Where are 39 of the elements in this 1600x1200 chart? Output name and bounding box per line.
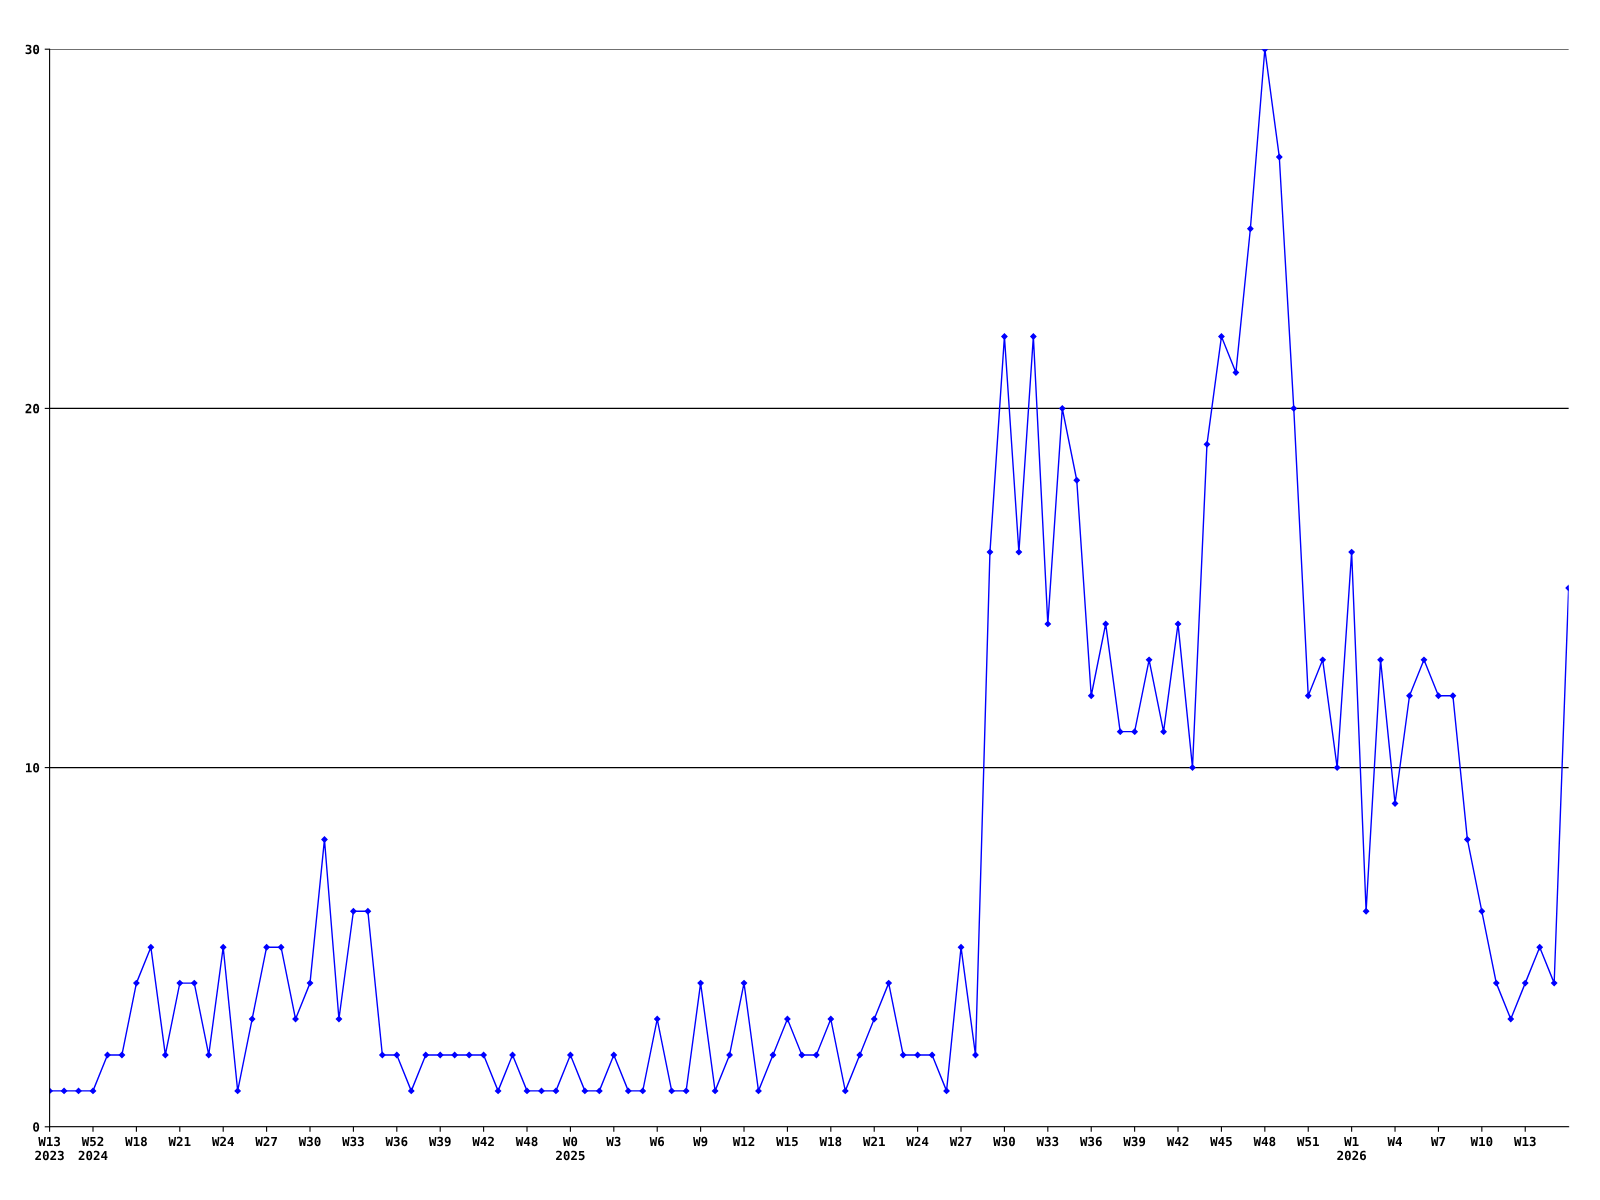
x-tick-label: W48 [515, 1136, 538, 1147]
x-tick-label: W3 [606, 1136, 621, 1147]
x-tick-label: W30 [993, 1136, 1015, 1147]
x-tick-label: W10 [1470, 1136, 1493, 1147]
x-tick-label: W24 [211, 1136, 234, 1147]
x-tick-label: W42 [1166, 1136, 1189, 1147]
x-tick-label: W18 [125, 1136, 147, 1147]
x-tick-label: W27 [949, 1136, 972, 1147]
x-tick-label: W33 [1036, 1136, 1059, 1147]
x-tick-label: W24 [906, 1136, 929, 1147]
x-tick-label: W21 [168, 1136, 191, 1147]
x-tick-label: W36 [385, 1136, 408, 1147]
x-tick-label: W13 [1513, 1136, 1536, 1147]
y-tick-label: 0 [33, 1122, 40, 1132]
y-tick-label: 30 [25, 44, 40, 55]
x-tick-label: W15 [776, 1136, 798, 1147]
x-tick-label: W51 [1296, 1136, 1319, 1147]
x-tick-label: W12 [732, 1136, 755, 1147]
x-tick-label: W27 [255, 1136, 277, 1147]
x-tick-label: W13 2023 [35, 1136, 64, 1161]
y-tick-label: 20 [25, 403, 40, 414]
x-tick-label: W39 [1123, 1136, 1146, 1147]
x-tick-label: W4 [1387, 1136, 1402, 1147]
x-tick-label: W30 [298, 1136, 321, 1147]
x-tick-label: W45 [1210, 1136, 1232, 1147]
x-tick-label: W52 2024 [78, 1136, 108, 1161]
x-tick-label: W21 [862, 1136, 885, 1147]
x-tick-label: W48 [1253, 1136, 1276, 1147]
x-tick-label: W18 [819, 1136, 842, 1147]
x-tick-label: W42 [472, 1136, 494, 1147]
x-tick-label: W0 2025 [556, 1136, 585, 1161]
x-tick-label: W6 [649, 1136, 665, 1147]
x-tick-label: W39 [428, 1136, 451, 1147]
x-tick-label: W33 [342, 1136, 364, 1147]
x-tick-label: W36 [1079, 1136, 1102, 1147]
x-tick-label: W1 2026 [1337, 1136, 1367, 1161]
x-tick-label: W9 [693, 1136, 708, 1147]
y-tick-label: 10 [25, 763, 40, 773]
x-tick-label: W7 [1430, 1136, 1446, 1147]
